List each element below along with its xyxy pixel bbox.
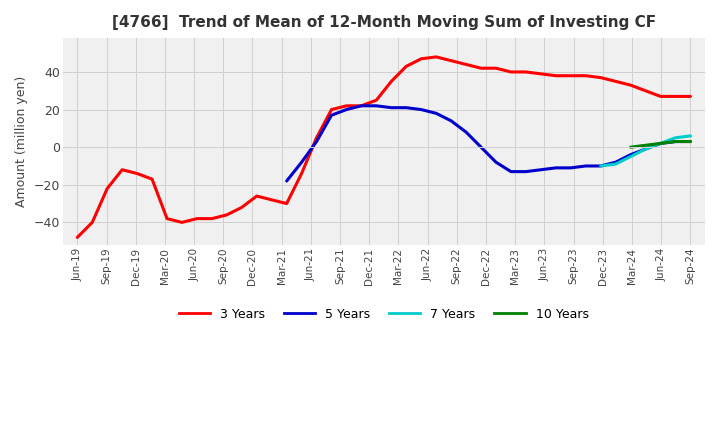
Y-axis label: Amount (million yen): Amount (million yen) xyxy=(15,76,28,207)
Title: [4766]  Trend of Mean of 12-Month Moving Sum of Investing CF: [4766] Trend of Mean of 12-Month Moving … xyxy=(112,15,656,30)
Legend: 3 Years, 5 Years, 7 Years, 10 Years: 3 Years, 5 Years, 7 Years, 10 Years xyxy=(174,303,593,326)
